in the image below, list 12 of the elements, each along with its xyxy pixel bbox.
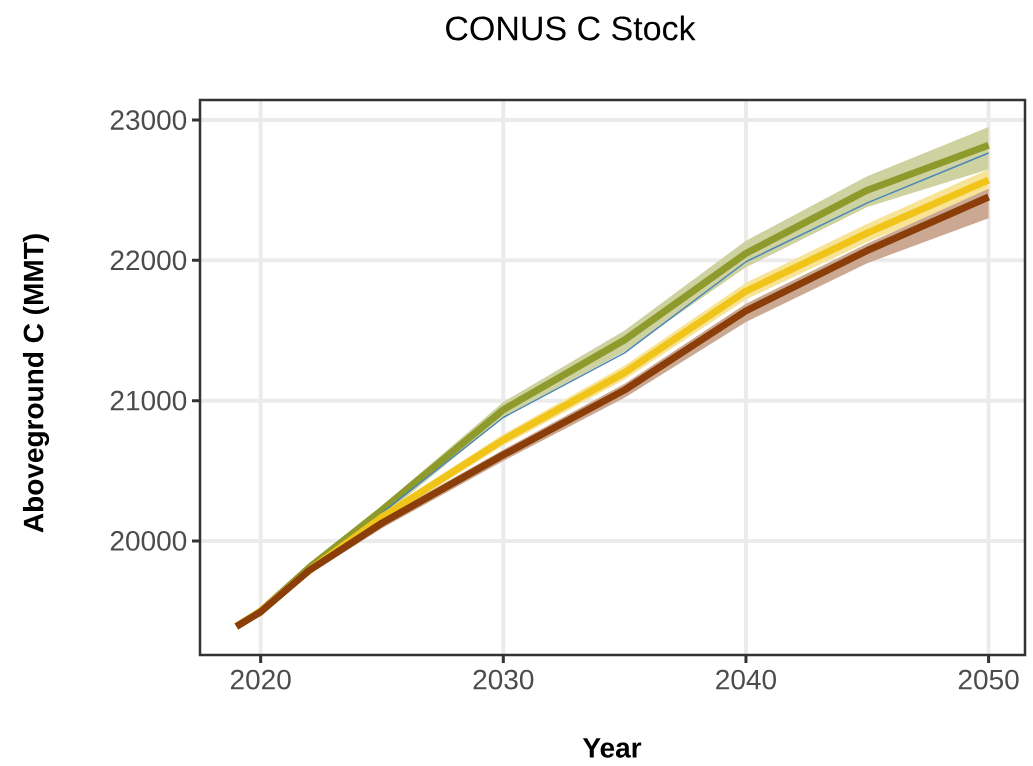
x-tick-label: 2040: [716, 669, 776, 690]
chart-title: CONUS C Stock: [446, 15, 696, 41]
y-tick-label: 20000: [110, 531, 187, 551]
x-axis-title: Year: [582, 738, 642, 758]
y-axis-title: Aboveground C (MMT): [22, 234, 50, 533]
y-tick-label: 23000: [110, 110, 187, 130]
y-tick-label: 21000: [110, 390, 187, 411]
x-tick-label: 2050: [958, 669, 1019, 690]
y-tick-label: 22000: [110, 250, 187, 271]
line-series: [381, 152, 990, 514]
x-tick-label: 2030: [473, 669, 534, 690]
x-tick-label: 2020: [230, 669, 291, 690]
